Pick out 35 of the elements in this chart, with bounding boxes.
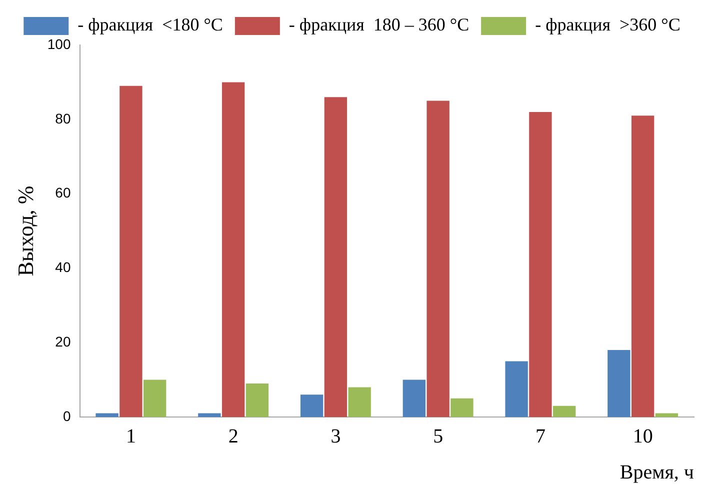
bar	[608, 350, 630, 417]
x-tick-label: 1	[126, 425, 136, 448]
bar	[348, 387, 371, 417]
legend-label: - фракция <180 °C	[78, 14, 223, 35]
bar	[655, 413, 678, 417]
bar	[222, 82, 245, 417]
bar	[450, 398, 474, 417]
y-tick-label: 60	[55, 184, 71, 201]
x-tick-label: 10	[632, 425, 653, 448]
bar	[120, 86, 142, 417]
bar	[300, 394, 324, 417]
x-axis-title: Время, ч	[620, 461, 694, 484]
y-axis-title: Выход, %	[12, 186, 38, 276]
bar	[529, 112, 552, 417]
bar	[96, 413, 118, 417]
bar	[426, 100, 450, 417]
bar	[198, 413, 221, 417]
y-tick-label: 20	[55, 333, 71, 350]
bar	[143, 380, 166, 417]
legend-label: - фракция >360 °C	[535, 14, 680, 35]
bar	[552, 406, 576, 417]
bar	[246, 384, 269, 417]
y-tick-label: 80	[55, 110, 71, 126]
x-tick-label: 3	[330, 425, 341, 448]
bar	[324, 97, 348, 417]
legend-label: - фракция 180 – 360 °C	[288, 14, 470, 35]
x-tick-label: 7	[535, 425, 546, 448]
bar	[402, 380, 426, 417]
y-tick-label: 0	[62, 408, 71, 424]
x-tick-label: 5	[433, 425, 444, 448]
y-tick-label: 100	[47, 36, 71, 52]
y-tick-label: 40	[55, 259, 71, 276]
bar	[631, 116, 654, 417]
x-tick-label: 2	[228, 425, 238, 448]
bar	[505, 361, 528, 417]
